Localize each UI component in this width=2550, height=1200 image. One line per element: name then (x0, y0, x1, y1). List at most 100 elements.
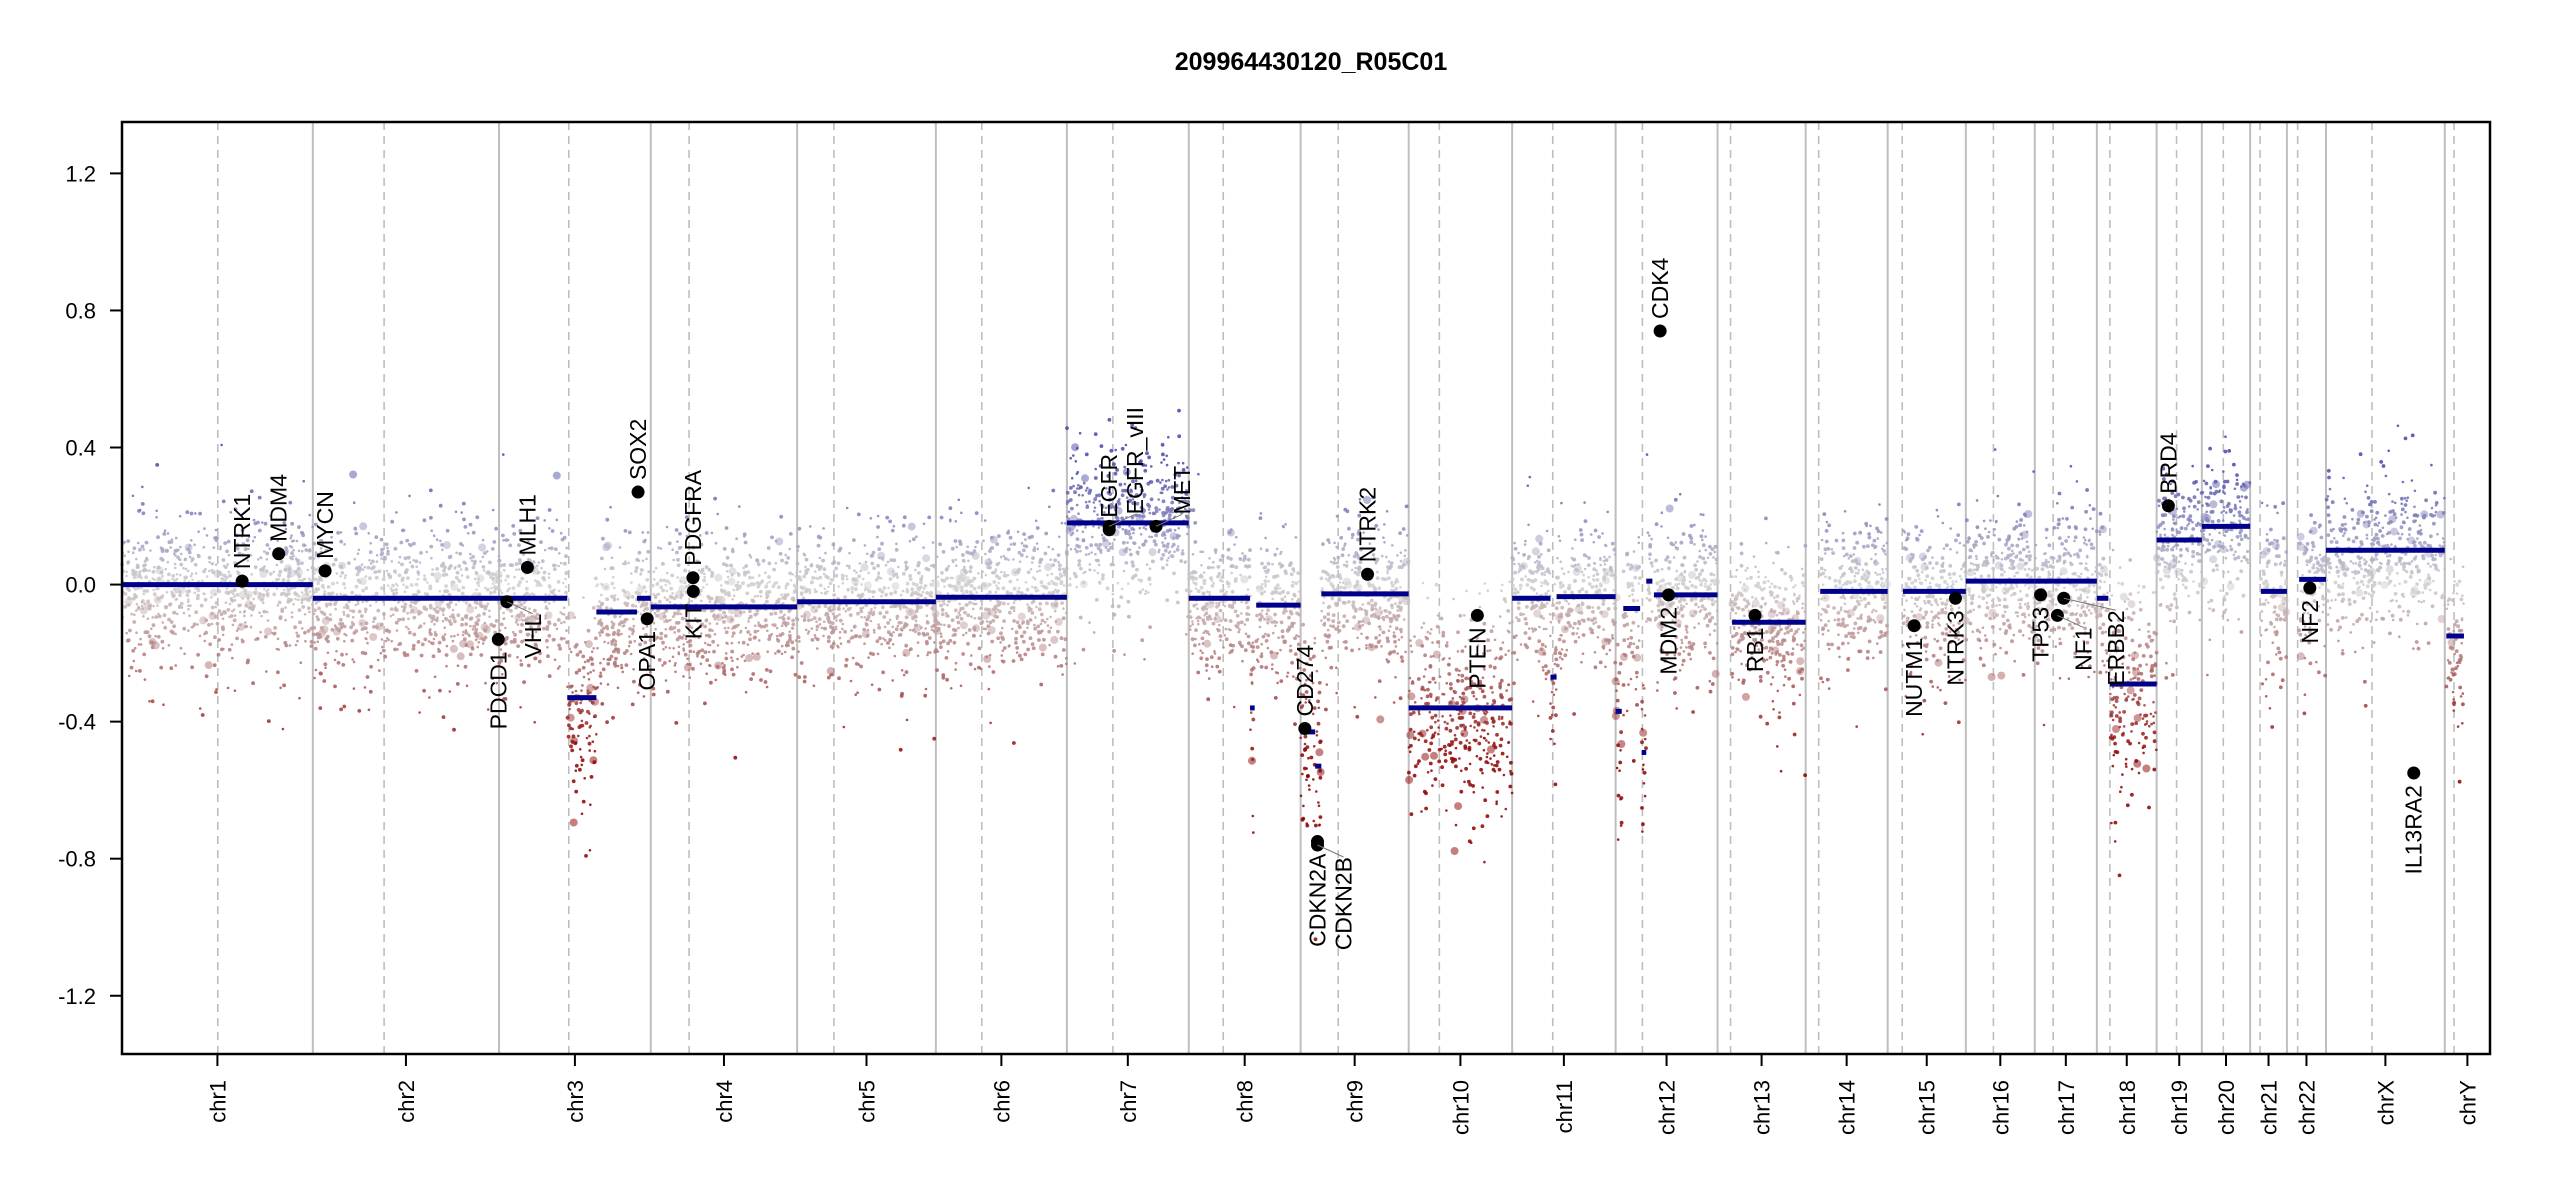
probe-point (167, 644, 171, 647)
probe-point (418, 624, 423, 629)
probe-point (1357, 624, 1362, 629)
probe-point (349, 470, 358, 479)
probe-point (842, 725, 846, 729)
probe-point (818, 575, 823, 580)
probe-point (504, 578, 508, 582)
probe-point (530, 592, 534, 595)
probe-point (306, 606, 311, 610)
probe-point (253, 565, 258, 570)
probe-point (1275, 621, 1279, 624)
probe-point (672, 596, 677, 601)
probe-point (1100, 504, 1105, 509)
probe-point (775, 599, 780, 604)
probe-point (288, 592, 291, 595)
probe-point (699, 542, 704, 547)
probe-point (449, 615, 452, 619)
probe-point (1034, 589, 1038, 593)
probe-point (779, 609, 783, 614)
probe-point (322, 586, 325, 590)
probe-point (140, 586, 143, 590)
probe-point (590, 650, 594, 653)
probe-point (1370, 603, 1375, 608)
probe-point (1311, 712, 1315, 716)
probe-point (420, 642, 425, 647)
probe-point (540, 559, 545, 563)
probe-point (783, 613, 786, 617)
probe-point (730, 649, 735, 654)
probe-point (626, 595, 631, 600)
probe-point (282, 521, 287, 525)
probe-point (185, 510, 190, 515)
chart-title: 209964430120_R05C01 (1175, 48, 1448, 76)
probe-point (555, 627, 559, 631)
probe-point (1170, 554, 1175, 559)
probe-point (339, 539, 344, 544)
probe-point (256, 558, 260, 561)
probe-point (616, 664, 620, 668)
probe-point (911, 629, 915, 632)
probe-point (448, 599, 453, 604)
probe-point (1386, 639, 1390, 644)
probe-point (266, 719, 271, 723)
probe-point (991, 670, 996, 674)
probe-point (627, 561, 630, 565)
probe-point (732, 594, 736, 598)
probe-point (753, 612, 758, 617)
probe-point (1030, 601, 1034, 605)
probe-point (721, 665, 726, 670)
probe-point (309, 626, 314, 631)
probe-point (1024, 544, 1029, 549)
probe-point (673, 664, 677, 667)
probe-point (900, 621, 903, 624)
probe-point (249, 625, 253, 629)
probe-point (999, 631, 1003, 636)
probe-point (1079, 485, 1083, 489)
probe-point (198, 511, 203, 516)
probe-point (1226, 528, 1235, 537)
probe-point (1216, 565, 1221, 569)
probe-point (1335, 691, 1338, 695)
probe-point (526, 621, 531, 625)
probe-point (252, 604, 256, 608)
probe-point (126, 539, 131, 543)
probe-point (877, 587, 882, 592)
probe-point (863, 544, 867, 547)
probe-point (977, 572, 980, 575)
probe-point (518, 604, 521, 607)
probe-point (444, 653, 449, 657)
probe-point (1165, 454, 1168, 458)
probe-point (244, 624, 248, 629)
probe-point (1056, 553, 1061, 557)
probe-point (941, 599, 946, 603)
probe-point (738, 505, 741, 508)
probe-point (138, 669, 142, 673)
probe-point (611, 622, 616, 627)
probe-point (1100, 576, 1105, 581)
probe-point (1214, 551, 1217, 555)
probe-point (668, 626, 673, 631)
probe-point (174, 536, 178, 540)
probe-point (519, 659, 523, 662)
probe-point (315, 632, 320, 636)
probe-point (312, 571, 316, 575)
probe-point (1331, 624, 1335, 629)
probe-point (1233, 579, 1238, 583)
probe-point (379, 552, 384, 557)
probe-point (1278, 587, 1282, 590)
probe-point (548, 586, 552, 590)
probe-point (916, 592, 921, 597)
probe-point (475, 622, 480, 627)
probe-point (1302, 804, 1305, 808)
probe-point (914, 592, 917, 595)
probe-point (524, 586, 529, 591)
probe-point (499, 563, 503, 568)
probe-point (386, 549, 390, 553)
probe-point (139, 643, 143, 646)
probe-point (1044, 586, 1049, 590)
probe-point (1307, 677, 1310, 681)
probe-point (473, 600, 478, 605)
probe-point (1263, 565, 1268, 570)
probe-point (1397, 565, 1402, 569)
probe-point (829, 625, 833, 629)
probe-point (194, 512, 197, 515)
